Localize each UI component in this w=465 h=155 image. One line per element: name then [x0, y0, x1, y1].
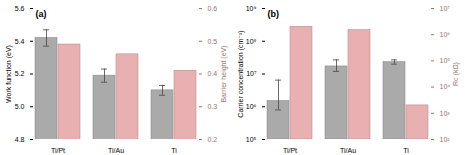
svg-text:10⁸: 10⁸ [246, 37, 257, 44]
svg-text:10⁶: 10⁶ [440, 31, 451, 38]
svg-text:10⁶: 10⁶ [246, 103, 257, 110]
svg-text:Ti/Pt: Ti/Pt [51, 147, 65, 154]
svg-text:Carrier concentration (cm⁻²): Carrier concentration (cm⁻²) [237, 30, 245, 117]
svg-text:Ti: Ti [403, 147, 409, 154]
svg-text:0.6: 0.6 [208, 5, 218, 12]
svg-text:(b): (b) [268, 9, 280, 19]
svg-text:10⁴: 10⁴ [440, 83, 451, 90]
svg-text:Ti/Pt: Ti/Pt [283, 147, 297, 154]
svg-text:0.3: 0.3 [208, 103, 218, 110]
svg-text:5.6: 5.6 [15, 5, 25, 12]
svg-text:Barrier height (eV): Barrier height (eV) [220, 45, 228, 102]
svg-text:10⁹: 10⁹ [246, 5, 257, 12]
svg-text:5.4: 5.4 [15, 37, 25, 44]
svg-text:Rc (kΩ): Rc (kΩ) [452, 62, 460, 86]
svg-text:0.2: 0.2 [208, 136, 218, 143]
svg-text:10⁵: 10⁵ [440, 57, 451, 64]
svg-text:4.8: 4.8 [15, 136, 25, 143]
svg-text:10³: 10³ [440, 110, 451, 117]
svg-text:0.5: 0.5 [208, 37, 218, 44]
svg-text:Ti: Ti [171, 147, 177, 154]
svg-text:10⁷: 10⁷ [246, 70, 257, 77]
svg-text:(a): (a) [36, 9, 47, 19]
svg-text:Ti/Au: Ti/Au [340, 147, 356, 154]
svg-text:10²: 10² [440, 136, 451, 143]
svg-text:10⁵: 10⁵ [246, 136, 257, 143]
svg-text:Ti/Au: Ti/Au [108, 147, 124, 154]
svg-text:5.0: 5.0 [15, 103, 25, 110]
svg-text:5.2: 5.2 [15, 70, 25, 77]
svg-text:Work function (eV): Work function (eV) [5, 45, 13, 103]
svg-text:0.4: 0.4 [208, 70, 218, 77]
svg-text:10⁷: 10⁷ [440, 5, 451, 12]
